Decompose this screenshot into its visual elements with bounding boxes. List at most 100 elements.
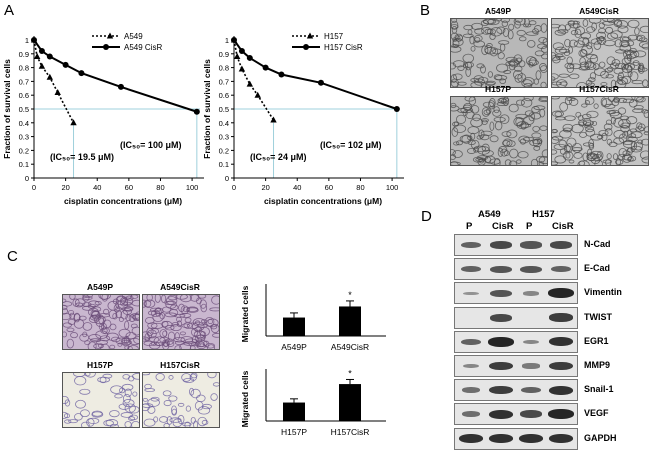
cell-outline <box>129 295 139 299</box>
cell-outline <box>185 405 191 412</box>
cell-outline <box>515 117 525 127</box>
cell-outline <box>623 63 630 70</box>
cell-outline <box>494 75 508 81</box>
cell-outline <box>150 328 160 334</box>
cell-outline <box>63 411 69 419</box>
cell-outline <box>118 317 124 323</box>
cell-outline <box>613 137 624 145</box>
cell-outline <box>174 332 180 341</box>
ic50-label-sensitive: (IC₅₀= 19.5 μM) <box>50 152 114 162</box>
cell-outline <box>630 145 643 153</box>
cell-outline <box>469 35 475 45</box>
legend-marker <box>103 44 109 50</box>
cell-outline <box>127 345 139 349</box>
cell-outline <box>451 25 458 34</box>
legend-label: A549 CisR <box>124 43 162 52</box>
ic50-label-resistant: (IC₅₀= 100 μM) <box>120 140 181 150</box>
x-tick-label: 100 <box>386 183 399 192</box>
cell-outline <box>622 130 629 139</box>
cell-outline <box>159 336 170 344</box>
cell-outline <box>638 41 648 49</box>
cell-outline <box>569 73 580 80</box>
cell-outline <box>636 35 643 42</box>
bar <box>339 306 361 336</box>
cell-outline <box>451 44 459 49</box>
cell-outline <box>201 419 209 425</box>
cell-outline <box>610 30 623 39</box>
cell-outline <box>451 80 459 87</box>
protein-label: Vimentin <box>584 287 622 298</box>
micrograph-caption: H157P <box>485 84 511 94</box>
cell-outline <box>622 98 635 104</box>
cell-outline <box>537 43 547 49</box>
cell-outline <box>88 315 100 323</box>
cell-outline <box>73 373 86 378</box>
cell-outline <box>639 25 648 34</box>
cell-outline <box>459 135 471 143</box>
cell-outline <box>593 103 599 109</box>
cell-outline <box>132 373 139 380</box>
cell-outline <box>568 39 578 48</box>
cell-outline <box>600 97 607 107</box>
cell-outline <box>581 103 588 108</box>
cell-outline <box>528 20 537 26</box>
cell-outline <box>189 373 197 381</box>
cell-outline <box>474 28 485 35</box>
cell-outline <box>607 97 616 102</box>
data-point <box>246 54 253 61</box>
cell-outline <box>468 97 477 106</box>
cell-outline <box>559 148 567 155</box>
data-point <box>238 48 245 55</box>
cell-outline <box>481 45 489 56</box>
cell-outline <box>600 82 608 86</box>
cell-outline <box>179 295 192 303</box>
cell-outline <box>162 390 172 397</box>
cell-outline <box>628 99 638 108</box>
cell-outline <box>467 140 476 146</box>
cell-outline <box>628 133 637 139</box>
cell-outline <box>122 393 131 404</box>
cell-outline <box>580 32 592 40</box>
cell-outline <box>565 152 571 159</box>
cell-outline <box>585 126 595 133</box>
cell-outline <box>552 149 558 155</box>
cell-outline <box>641 109 648 114</box>
cell-outline <box>576 82 588 87</box>
cell-outline <box>496 101 509 106</box>
micrograph-caption: A549P <box>485 6 511 16</box>
cell-outline <box>578 121 585 127</box>
y-tick-label: 0.2 <box>19 146 29 155</box>
protein-band <box>522 363 540 369</box>
transwell-image <box>142 294 220 350</box>
protein-band <box>522 339 540 344</box>
data-point <box>46 53 53 60</box>
cell-outline <box>99 335 111 342</box>
cell-outline <box>472 156 484 163</box>
cell-outline <box>564 115 576 121</box>
y-axis-label: Fraction of survival cells <box>202 59 212 159</box>
cell-outline <box>478 129 485 139</box>
cell-outline <box>541 53 547 60</box>
cell-outline <box>209 307 219 312</box>
cell-outline <box>569 98 579 106</box>
cell-outline <box>480 130 493 137</box>
cell-outline <box>122 374 131 380</box>
cell-outline <box>171 322 180 327</box>
cell-outline <box>451 154 456 160</box>
data-point <box>254 91 261 98</box>
cell-outline <box>143 403 154 409</box>
cell-outline <box>470 117 483 128</box>
cell-outline <box>451 148 456 156</box>
cell-outline <box>66 327 75 333</box>
cell-outline <box>584 100 590 105</box>
cell-outline <box>538 156 547 165</box>
cell-outline <box>154 342 163 346</box>
protein-band <box>549 361 573 371</box>
cell-outline <box>122 308 133 315</box>
cell-outline <box>630 131 643 139</box>
cell-outline <box>499 114 510 124</box>
cell-outline <box>482 101 495 108</box>
data-point <box>54 88 61 95</box>
cell-outline <box>643 126 648 133</box>
cell-outline <box>521 97 533 108</box>
